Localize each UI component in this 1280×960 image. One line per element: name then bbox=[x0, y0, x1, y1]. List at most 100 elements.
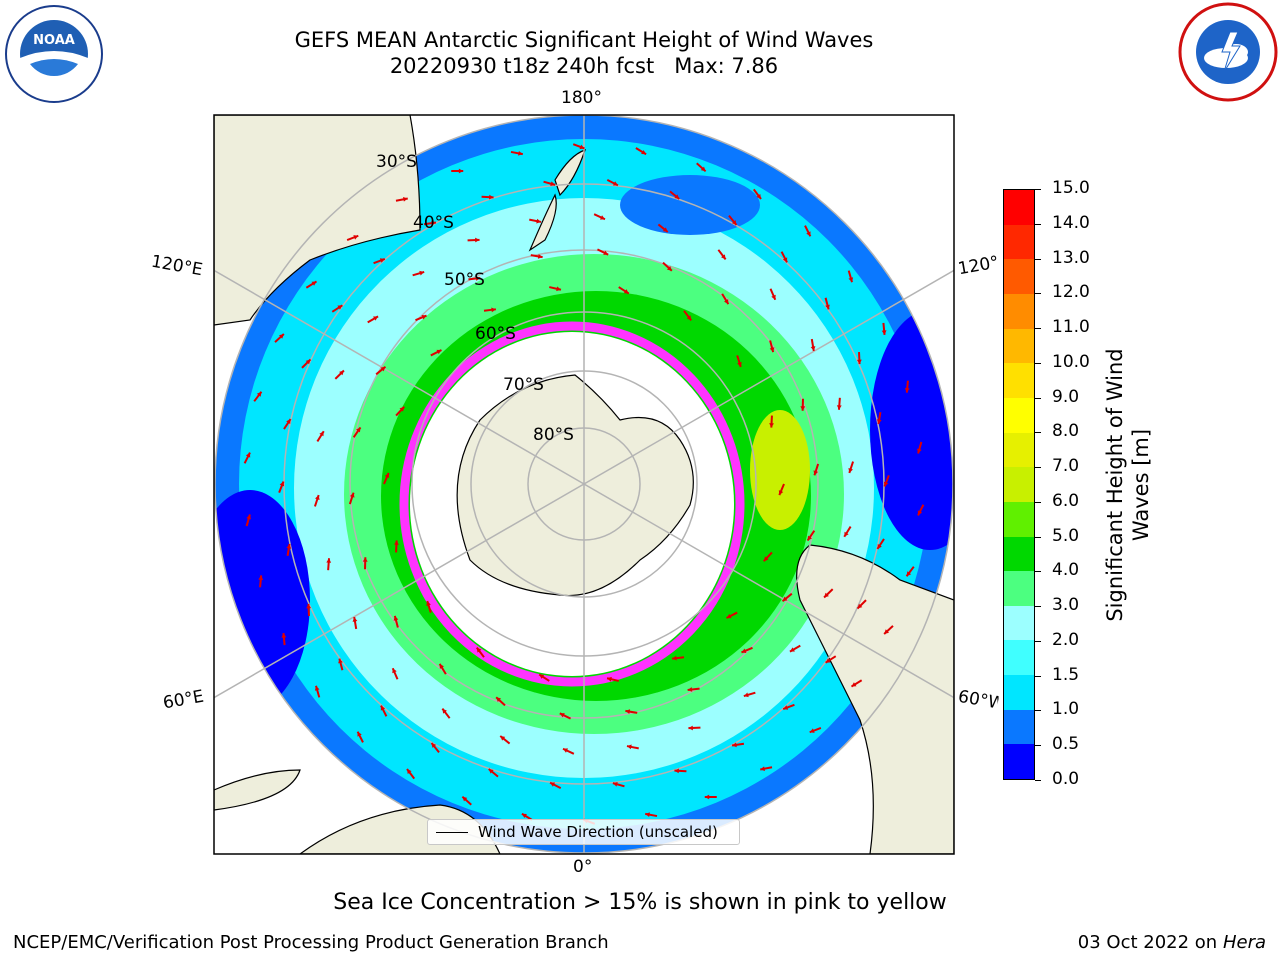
wave-direction-arrowhead bbox=[645, 812, 650, 818]
nws-logo bbox=[1178, 2, 1278, 102]
wave-direction-arrowhead bbox=[704, 794, 710, 800]
colorbar-tick-label: 1.5 bbox=[1052, 664, 1080, 685]
wave-direction-arrowhead bbox=[380, 705, 386, 711]
colorbar-tick-label: 5.0 bbox=[1052, 525, 1080, 546]
wave-direction-arrowhead bbox=[419, 270, 425, 276]
colorbar-segment bbox=[1004, 467, 1034, 502]
land-mass bbox=[214, 769, 301, 811]
wave-direction-arrowhead bbox=[917, 448, 922, 454]
lon-label-0: 0° bbox=[573, 857, 593, 877]
colorbar-tick-label: 0.0 bbox=[1052, 769, 1080, 789]
wave-direction-arrowhead bbox=[856, 359, 862, 365]
wave-direction-arrowhead bbox=[807, 535, 812, 541]
wave-direction-arrowhead bbox=[760, 766, 765, 772]
wave-direction-arrowhead bbox=[475, 276, 481, 281]
wave-direction-arrowhead bbox=[825, 658, 831, 663]
svg-text:NOAA: NOAA bbox=[33, 33, 75, 48]
colorbar-segment bbox=[1004, 744, 1034, 779]
wave-direction-arrowhead bbox=[462, 796, 468, 802]
wave-direction-arrowhead bbox=[246, 514, 251, 520]
wave-direction-arrowhead bbox=[431, 742, 437, 748]
meridian-line bbox=[214, 269, 585, 485]
lon-label-180: 180° bbox=[561, 88, 602, 108]
meridian-line bbox=[583, 483, 954, 699]
wave-direction-arrowhead bbox=[782, 596, 788, 602]
wave-direction-arrowhead bbox=[352, 617, 358, 622]
wave-direction-arrowhead bbox=[281, 633, 287, 638]
wave-direction-arrowhead bbox=[399, 406, 405, 412]
colorbar-tick-label: 4.0 bbox=[1052, 560, 1080, 581]
wave-direction-arrowhead bbox=[357, 731, 362, 737]
wave-direction-arrowhead bbox=[906, 571, 912, 577]
colorbar-tick-label: 12.0 bbox=[1052, 282, 1090, 303]
wave-direction-arrowhead bbox=[379, 258, 385, 263]
wave-direction-arrowhead bbox=[496, 697, 502, 702]
wave-direction-arrowhead bbox=[314, 685, 320, 691]
wave-direction-arrowhead bbox=[326, 558, 332, 563]
wave-direction-arrowhead bbox=[337, 305, 343, 310]
wave-direction-arrowhead bbox=[458, 168, 464, 174]
colorbar-tick bbox=[1035, 571, 1041, 573]
wave-direction-arrowhead bbox=[641, 149, 647, 155]
wave-direction-arrowhead bbox=[491, 307, 496, 313]
wave-direction-arrowhead bbox=[732, 742, 737, 748]
colorbar-segment bbox=[1004, 294, 1034, 329]
colorbar-tick bbox=[1035, 223, 1041, 225]
wave-direction-arrowhead bbox=[881, 330, 887, 335]
colorbar-tick-label: 10.0 bbox=[1052, 351, 1090, 372]
wave-direction-arrowhead bbox=[339, 370, 344, 376]
wave-direction-arrowhead bbox=[825, 304, 830, 310]
wave-direction-arrowhead bbox=[600, 215, 605, 220]
wave-direction-arrowhead bbox=[536, 218, 542, 224]
wave-direction-arrowhead bbox=[258, 575, 264, 580]
wave-direction-arrowhead bbox=[306, 603, 312, 609]
wave-direction-arrowhead bbox=[245, 452, 251, 458]
colorbar-tick bbox=[1035, 606, 1041, 608]
wave-high bbox=[750, 410, 810, 530]
wave-direction-arrowhead bbox=[800, 406, 806, 411]
wave-direction-arrowhead bbox=[857, 603, 863, 609]
wave-direction-arrowhead bbox=[674, 194, 680, 199]
colorbar-tick-label: 14.0 bbox=[1052, 212, 1090, 233]
wave-direction-arrowhead bbox=[475, 237, 480, 243]
wave-direction-arrowhead bbox=[883, 481, 889, 487]
land-mass bbox=[796, 544, 954, 854]
colorbar-tick bbox=[1035, 328, 1041, 330]
colorbar-tick bbox=[1035, 675, 1041, 677]
wave-direction-arrowhead bbox=[756, 194, 762, 199]
wave-direction-arrowhead bbox=[612, 181, 618, 186]
colorbar-segment bbox=[1004, 605, 1034, 641]
wave-direction-arrowhead bbox=[688, 725, 693, 731]
wave-direction-arrowhead bbox=[623, 289, 629, 294]
colorbar-tick-label: 0.5 bbox=[1052, 734, 1080, 755]
chart-subtitle: 20220930 t18z 240h fcst Max: 7.86 bbox=[389, 54, 779, 78]
wave-direction-arrowhead bbox=[539, 674, 545, 679]
wave-direction-arrowhead bbox=[349, 492, 355, 498]
colorbar-tick-label: 13.0 bbox=[1052, 247, 1090, 268]
wave-direction-arrowhead bbox=[851, 682, 857, 687]
colorbar-segment bbox=[1004, 571, 1034, 606]
wave-direction-arrowhead bbox=[518, 150, 523, 156]
wave-direction-arrowhead bbox=[917, 510, 923, 516]
legend-line-swatch bbox=[436, 831, 468, 833]
wave-direction-arrowhead bbox=[726, 613, 732, 619]
wave-direction-arrowhead bbox=[476, 647, 482, 653]
colorbar-tick-label: 2.0 bbox=[1052, 629, 1080, 650]
wave-direction-arrowhead bbox=[741, 648, 747, 653]
noaa-logo: NOAA bbox=[5, 5, 103, 103]
wave-direction-arrowhead bbox=[848, 468, 853, 473]
lat-label-30s: 30°S bbox=[376, 152, 417, 172]
wave-direction-arrowhead bbox=[356, 427, 361, 433]
wave-direction-arrowhead bbox=[353, 235, 359, 240]
colorbar bbox=[1003, 189, 1035, 780]
colorbar-tick bbox=[1035, 501, 1041, 503]
colorbar-tick bbox=[1035, 362, 1041, 364]
wave-direction-arrowhead bbox=[556, 286, 561, 292]
wave-direction-arrowhead bbox=[442, 708, 447, 714]
colorbar-segment bbox=[1004, 190, 1034, 225]
colorbar-tick-label: 9.0 bbox=[1052, 386, 1080, 407]
wave-low bbox=[870, 310, 953, 550]
wave-direction-arrowhead bbox=[426, 601, 431, 606]
legend-label: Wind Wave Direction (unscaled) bbox=[478, 823, 718, 841]
footer-date: 03 Oct 2022 on Hera bbox=[1078, 932, 1266, 953]
